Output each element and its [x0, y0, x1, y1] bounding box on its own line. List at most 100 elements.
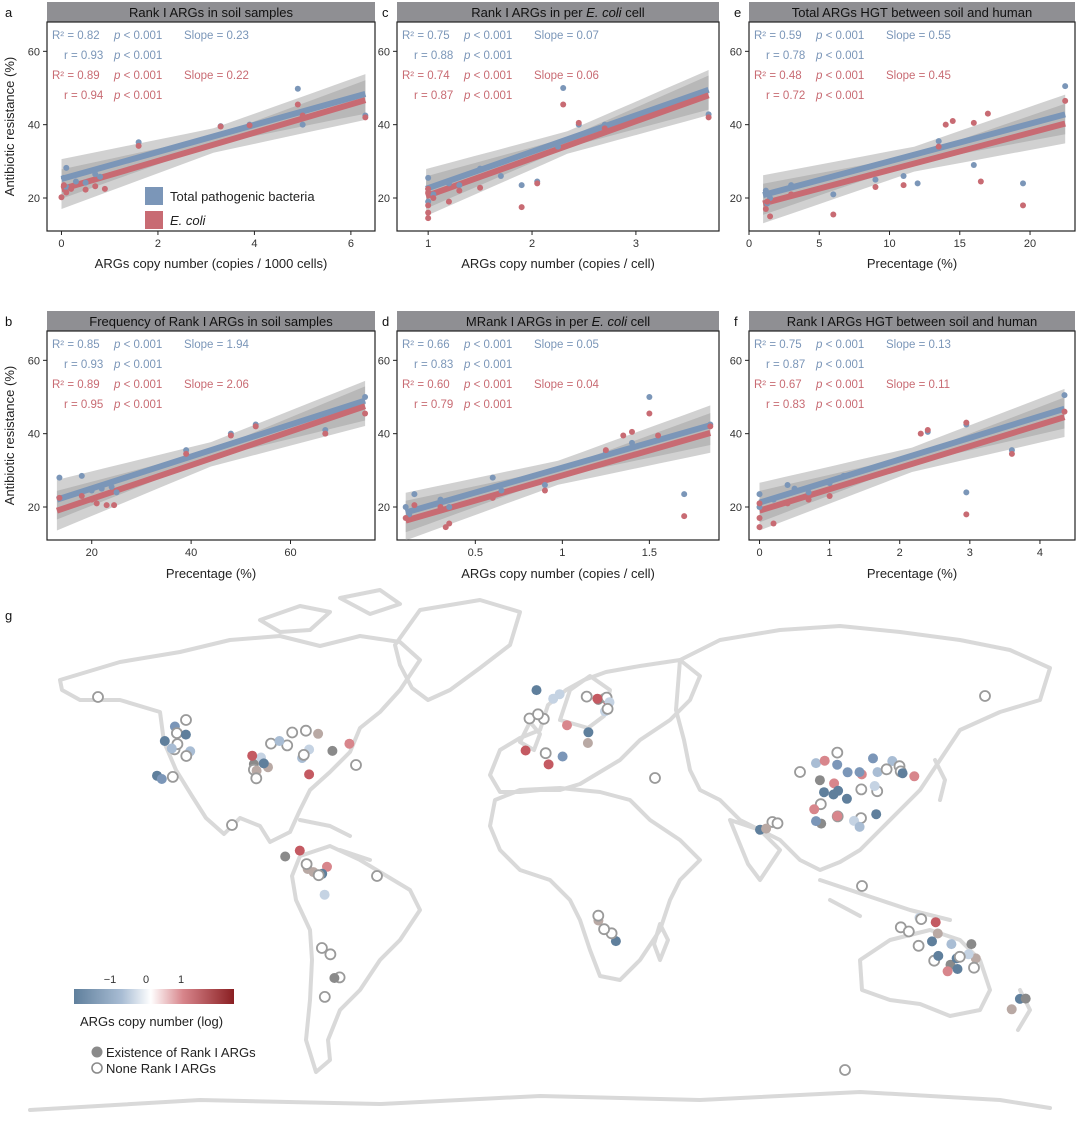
- data-point-blue: [756, 491, 763, 498]
- data-point-red: [541, 487, 548, 494]
- panel-b: Frequency of Rank I ARGs in soil samples…: [2, 311, 376, 581]
- data-point-red: [93, 500, 100, 507]
- africa-outline: [488, 786, 702, 982]
- data-point-blue: [56, 474, 63, 481]
- map-point-existence: [828, 789, 839, 800]
- panel-letter-c: c: [382, 5, 389, 20]
- map-point-existence: [842, 767, 853, 778]
- stat-p2-blue: p < 0.001: [113, 359, 162, 371]
- stat-r-blue: r = 0.88: [414, 50, 453, 62]
- data-point-red: [445, 198, 452, 205]
- stat-p-blue: p < 0.001: [463, 30, 512, 42]
- map-point-existence: [294, 845, 305, 856]
- map-point-none: [839, 1064, 851, 1076]
- stat-p2-blue: p < 0.001: [815, 359, 864, 371]
- panel-d: MRank I ARGs in per E. coli cell 0.5 1 1.5 2…: [378, 311, 720, 581]
- southeast-asia: [818, 878, 952, 922]
- plot-frame: [748, 21, 1076, 232]
- map-point-existence: [963, 949, 974, 960]
- asia-outline: [674, 624, 1052, 872]
- data-point-red: [756, 515, 763, 521]
- map-point-none: [539, 747, 552, 760]
- map-point-none: [856, 880, 868, 892]
- stat-r-red: r = 0.72: [766, 90, 805, 102]
- colorbar-tick-1: 1: [178, 974, 184, 986]
- data-point-blue: [477, 165, 484, 172]
- y-tick-label: 60: [28, 355, 40, 367]
- data-point-red: [707, 423, 714, 430]
- map-point-existence: [1020, 993, 1031, 1004]
- data-point-blue: [555, 143, 561, 150]
- data-point-red: [252, 423, 259, 430]
- data-point-blue: [108, 483, 115, 490]
- data-point-blue: [770, 496, 777, 503]
- data-point-red: [456, 187, 463, 194]
- fit-line-red: [404, 430, 712, 524]
- data-point-blue: [560, 85, 567, 91]
- legend-label-blue: Total pathogenic bacteria: [170, 189, 315, 204]
- data-point-red: [788, 191, 795, 198]
- map-point-existence: [156, 774, 167, 784]
- plot-frame: [396, 21, 720, 232]
- stat-r-blue: r = 0.83: [414, 359, 453, 371]
- stat-r2-blue: R² = 0.85: [52, 339, 100, 351]
- data-point-blue: [425, 174, 432, 181]
- panel-header: [397, 311, 719, 331]
- data-point-red: [756, 500, 763, 507]
- plot-area: [58, 74, 369, 209]
- fit-line-blue: [60, 90, 367, 182]
- stat-p-red: p < 0.001: [463, 70, 512, 82]
- panel-letter-b: b: [5, 314, 12, 329]
- data-point-red: [56, 494, 63, 501]
- data-point-red: [78, 493, 85, 499]
- data-point-blue: [437, 496, 444, 503]
- map-point-none: [324, 948, 337, 961]
- data-point-red: [294, 101, 301, 108]
- plot-area: [55, 380, 369, 531]
- map-point-none: [592, 909, 605, 922]
- y-tick-label: 40: [730, 429, 742, 441]
- map-point-existence: [909, 771, 920, 782]
- map-point-existence: [562, 720, 572, 731]
- data-point-blue: [805, 489, 812, 496]
- panel-letter-d: d: [382, 314, 389, 329]
- stat-r2-blue: R² = 0.82: [52, 30, 100, 42]
- stat-r-red: r = 0.95: [64, 399, 103, 411]
- stat-slope-red: Slope = 2.06: [184, 379, 249, 391]
- stat-p2-red: p < 0.001: [463, 399, 512, 411]
- panel-letter-a: a: [5, 5, 13, 20]
- x-tick-label: 1: [827, 547, 833, 559]
- fit-line-blue: [758, 405, 1066, 506]
- data-point-blue: [788, 182, 795, 189]
- x-tick-label: 1.5: [642, 547, 657, 559]
- x-tick-label: 2: [529, 238, 535, 250]
- stat-r2-red: R² = 0.89: [52, 379, 100, 391]
- map-point-existence: [344, 738, 355, 749]
- y-tick-label: 20: [730, 502, 742, 514]
- map-point-existence: [304, 769, 315, 780]
- map-point-none: [226, 819, 238, 831]
- panel-title: Rank I ARGs in per E. coli cell: [471, 5, 645, 20]
- greenland-outline: [393, 598, 522, 702]
- legend-swatch-red: [145, 211, 163, 229]
- map-point-existence: [811, 816, 821, 827]
- panel-letter-f: f: [734, 314, 738, 329]
- stat-slope-red: Slope = 0.11: [886, 379, 950, 391]
- y-tick-label: 20: [28, 502, 40, 514]
- map-point-existence: [932, 928, 943, 939]
- world-map: [28, 588, 1052, 1112]
- map-point-none: [902, 925, 915, 938]
- data-point-red: [518, 204, 525, 211]
- data-point-blue: [497, 173, 504, 179]
- data-point-red: [1061, 408, 1068, 415]
- x-axis-label: ARGs copy number (copies / cell): [461, 256, 655, 271]
- map-point-none: [968, 961, 980, 974]
- stat-r-blue: r = 0.93: [64, 359, 103, 371]
- map-point-none: [180, 750, 193, 762]
- data-point-red: [60, 182, 67, 189]
- stat-p2-red: p < 0.001: [815, 90, 864, 102]
- legend-swatch-blue: [145, 187, 163, 205]
- y-tick-label: 60: [378, 46, 390, 58]
- data-point-red: [92, 183, 99, 190]
- data-point-red: [362, 114, 369, 121]
